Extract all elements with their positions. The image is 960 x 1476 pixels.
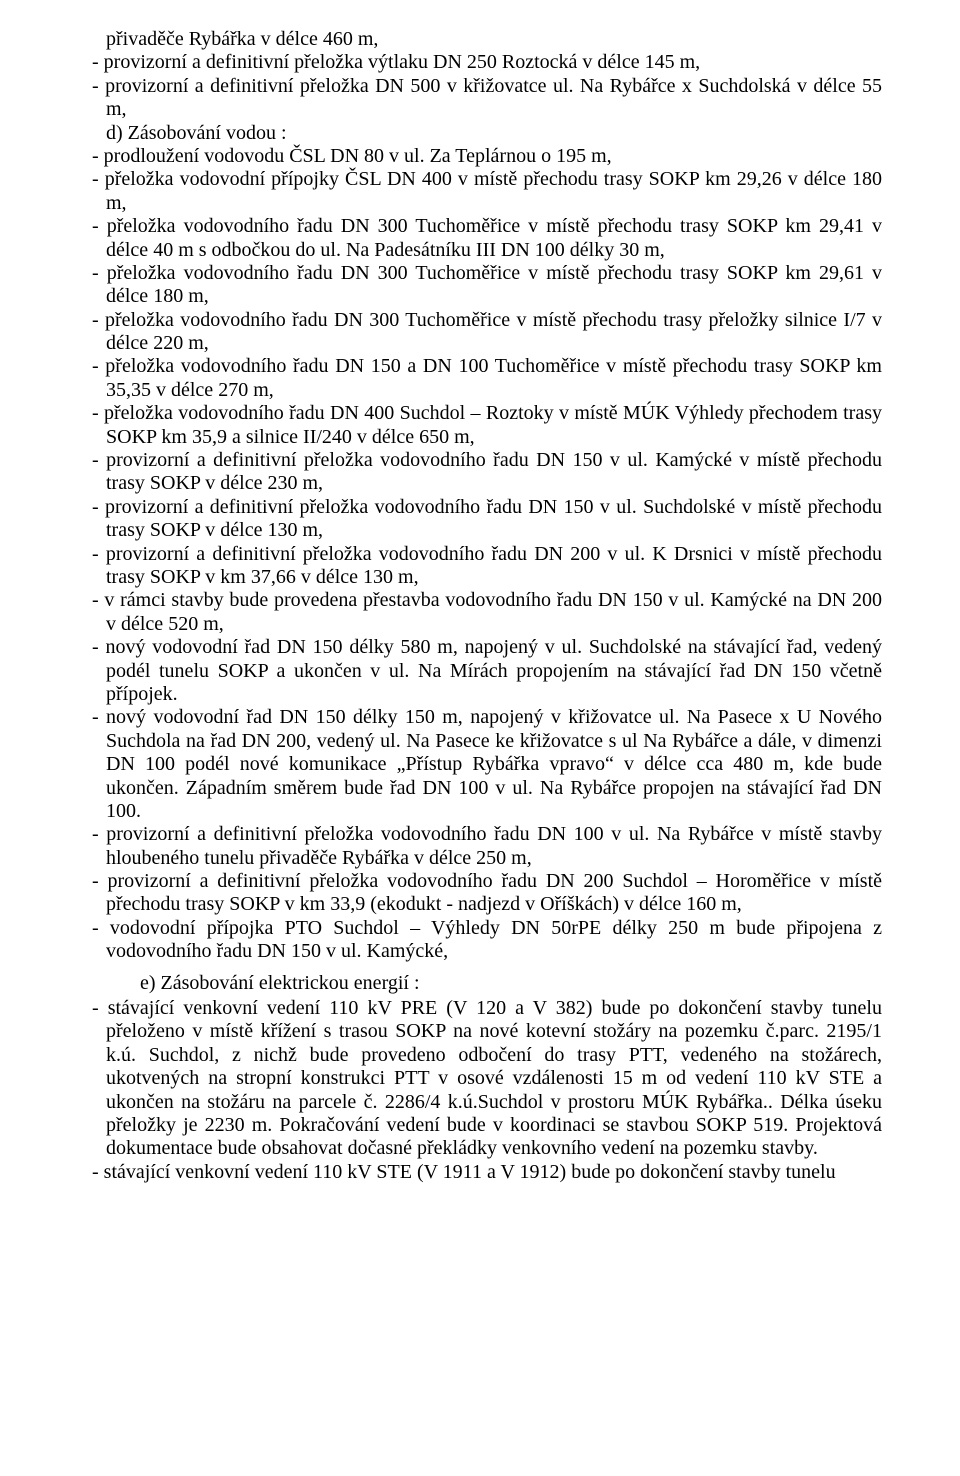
list-item: - přeložka vodovodního řadu DN 300 Tucho… xyxy=(78,262,882,309)
list-item: - provizorní a definitivní přeložka DN 5… xyxy=(78,75,882,122)
list-item: - prodloužení vodovodu ČSL DN 80 v ul. Z… xyxy=(78,145,882,168)
list-item: - nový vodovodní řad DN 150 délky 150 m,… xyxy=(78,706,882,823)
list-item: - přeložka vodovodního řadu DN 300 Tucho… xyxy=(78,215,882,262)
list-item: - přeložka vodovodní přípojky ČSL DN 400… xyxy=(78,168,882,215)
section-heading-d: d) Zásobování vodou : xyxy=(78,122,882,145)
list-item: - provizorní a definitivní přeložka vodo… xyxy=(78,496,882,543)
list-item: - provizorní a definitivní přeložka vodo… xyxy=(78,823,882,870)
list-item: - provizorní a definitivní přeložka výtl… xyxy=(78,51,882,74)
list-item: - v rámci stavby bude provedena přestavb… xyxy=(78,589,882,636)
paragraph: přivaděče Rybářka v délce 460 m, xyxy=(78,28,882,51)
list-item: - stávající venkovní vedení 110 kV STE (… xyxy=(78,1161,882,1184)
list-item: - přeložka vodovodního řadu DN 150 a DN … xyxy=(78,355,882,402)
list-item: - přeložka vodovodního řadu DN 300 Tucho… xyxy=(78,309,882,356)
list-item: - nový vodovodní řad DN 150 délky 580 m,… xyxy=(78,636,882,706)
list-item: - provizorní a definitivní přeložka vodo… xyxy=(78,543,882,590)
list-item: - vodovodní přípojka PTO Suchdol – Výhle… xyxy=(78,917,882,964)
section-heading-e: e) Zásobování elektrickou energií : xyxy=(78,972,882,995)
list-item: - přeložka vodovodního řadu DN 400 Suchd… xyxy=(78,402,882,449)
list-item: - provizorní a definitivní přeložka vodo… xyxy=(78,449,882,496)
list-item: - stávající venkovní vedení 110 kV PRE (… xyxy=(78,997,882,1161)
document-page: přivaděče Rybářka v délce 460 m, - provi… xyxy=(0,0,960,1204)
list-item: - provizorní a definitivní přeložka vodo… xyxy=(78,870,882,917)
